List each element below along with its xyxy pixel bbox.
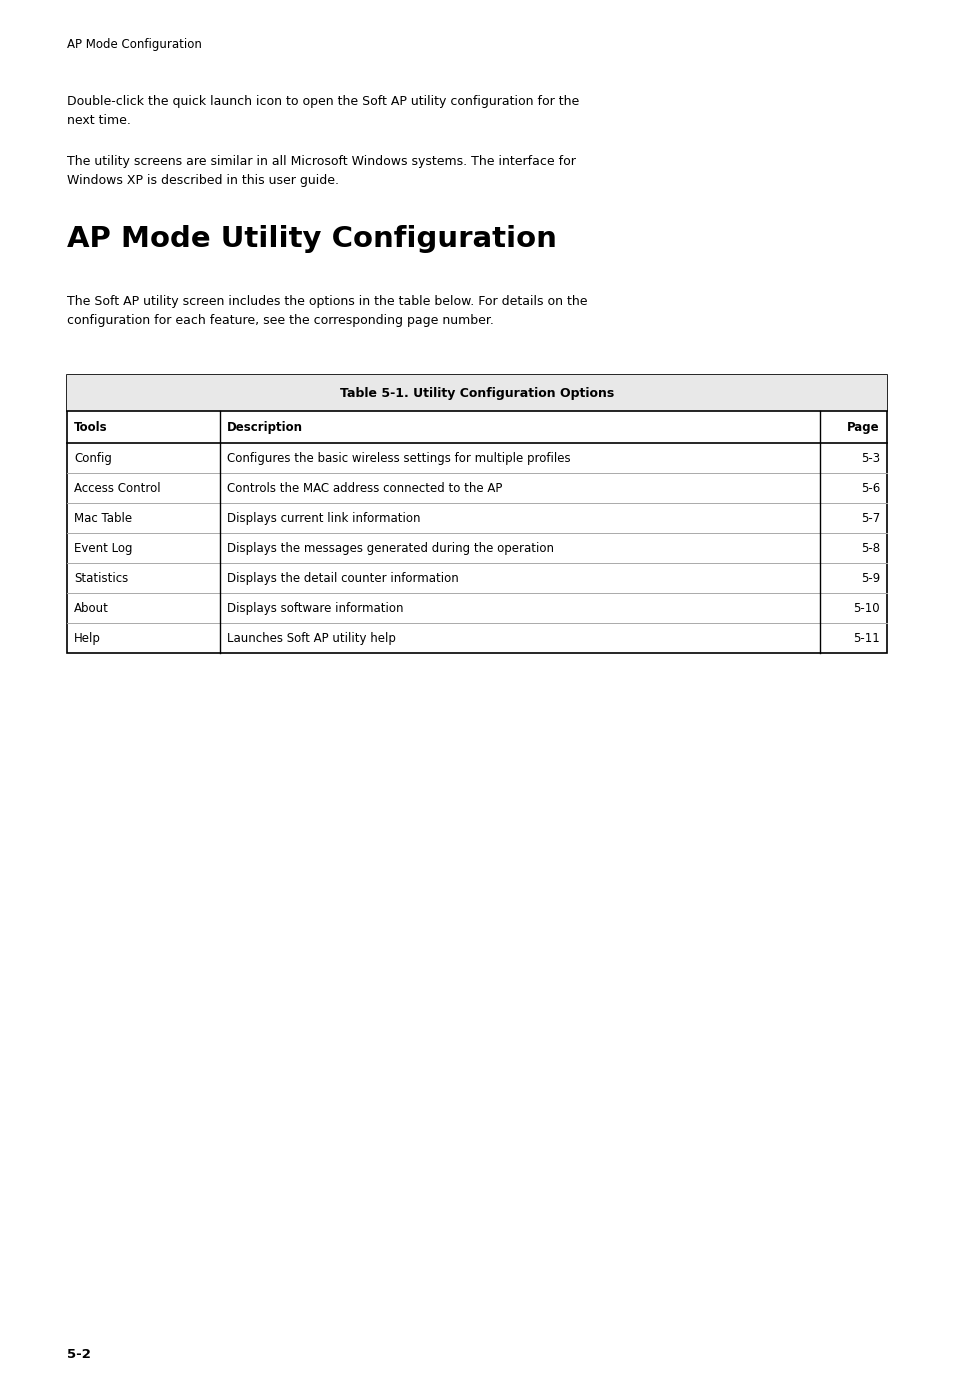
Text: Displays the detail counter information: Displays the detail counter information — [227, 572, 458, 584]
Text: Controls the MAC address connected to the AP: Controls the MAC address connected to th… — [227, 482, 502, 494]
Text: Description: Description — [227, 421, 303, 433]
Text: The Soft AP utility screen includes the options in the table below. For details : The Soft AP utility screen includes the … — [67, 296, 587, 328]
Text: Mac Table: Mac Table — [74, 512, 132, 525]
Text: 5-8: 5-8 — [860, 541, 879, 554]
Text: Displays current link information: Displays current link information — [227, 512, 420, 525]
Text: Event Log: Event Log — [74, 541, 132, 554]
Text: Tools: Tools — [74, 421, 108, 433]
Text: 5-7: 5-7 — [860, 512, 879, 525]
Text: Access Control: Access Control — [74, 482, 160, 494]
Text: 5-2: 5-2 — [67, 1348, 91, 1362]
Text: Configures the basic wireless settings for multiple profiles: Configures the basic wireless settings f… — [227, 451, 570, 465]
Text: Launches Soft AP utility help: Launches Soft AP utility help — [227, 632, 395, 644]
Text: Page: Page — [846, 421, 879, 433]
Text: AP Mode Utility Configuration: AP Mode Utility Configuration — [67, 225, 557, 253]
Bar — [67, 375, 886, 652]
Text: 5-11: 5-11 — [852, 632, 879, 644]
Text: Table 5-1. Utility Configuration Options: Table 5-1. Utility Configuration Options — [339, 386, 614, 400]
Text: Displays software information: Displays software information — [227, 601, 403, 615]
Text: The utility screens are similar in all Microsoft Windows systems. The interface : The utility screens are similar in all M… — [67, 155, 576, 187]
Text: Help: Help — [74, 632, 101, 644]
Text: Displays the messages generated during the operation: Displays the messages generated during t… — [227, 541, 554, 554]
Text: 5-10: 5-10 — [853, 601, 879, 615]
Text: 5-3: 5-3 — [860, 451, 879, 465]
Text: Statistics: Statistics — [74, 572, 128, 584]
Text: Config: Config — [74, 451, 112, 465]
Text: 5-9: 5-9 — [860, 572, 879, 584]
Text: 5-6: 5-6 — [860, 482, 879, 494]
Bar — [67, 375, 886, 411]
Text: Double-click the quick launch icon to open the Soft AP utility configuration for: Double-click the quick launch icon to op… — [67, 94, 578, 126]
Text: About: About — [74, 601, 109, 615]
Text: AP Mode Configuration: AP Mode Configuration — [67, 37, 202, 51]
